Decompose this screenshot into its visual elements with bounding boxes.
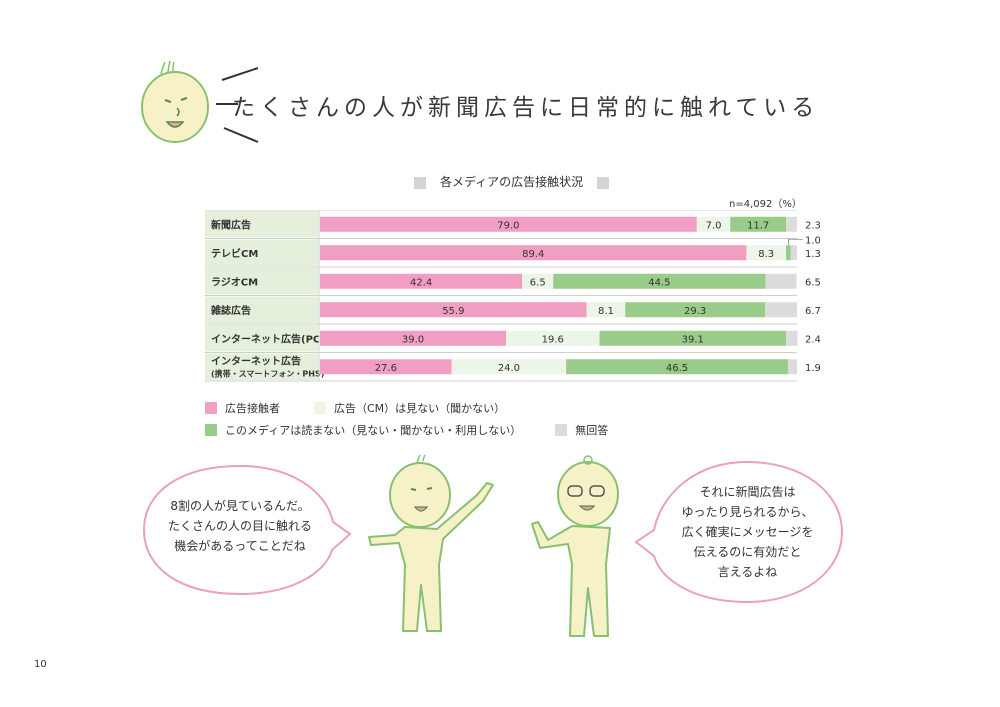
category-label-bg bbox=[205, 353, 318, 380]
right-bubble-line-2: ゆったり見られるから、 bbox=[681, 505, 814, 519]
category-label-bg bbox=[205, 296, 318, 323]
legend-label-no-ad: 広告（CM）は見ない（聞かない） bbox=[334, 402, 506, 415]
bar-segment bbox=[765, 273, 797, 289]
bar-segment bbox=[599, 330, 787, 346]
data-label: 6.5 bbox=[805, 277, 821, 288]
bar-segment bbox=[320, 359, 452, 375]
data-label: 46.5 bbox=[666, 363, 688, 374]
data-label: 79.0 bbox=[497, 220, 519, 231]
bar-segment bbox=[506, 330, 600, 346]
right-bubble-line-5: 言えるよね bbox=[717, 565, 778, 579]
data-label: 24.0 bbox=[498, 363, 520, 374]
data-label: 1.9 bbox=[805, 363, 821, 374]
bar-segment bbox=[790, 245, 797, 261]
character-left-illustration bbox=[368, 455, 494, 632]
mascot-head-illustration bbox=[141, 60, 209, 143]
category-label: 新聞広告 bbox=[211, 218, 251, 231]
bar-segment bbox=[566, 359, 788, 375]
data-label: 1.3 bbox=[805, 249, 821, 260]
bar-segment bbox=[696, 216, 731, 232]
legend-swatch-contact bbox=[205, 402, 217, 414]
data-label: 6.5 bbox=[530, 277, 546, 288]
right-bubble-text: それに新聞広告は ゆったり見られるから、 広く確実にメッセージを 伝えるのに有効… bbox=[655, 482, 840, 582]
legend-label-no-media: このメディアは読まない（見ない・聞かない・利用しない） bbox=[225, 424, 522, 437]
data-label: 42.4 bbox=[410, 277, 432, 288]
data-label: 8.3 bbox=[758, 249, 774, 260]
right-bubble-line-4: 伝えるのに有効だと bbox=[693, 545, 802, 559]
legend-label-contact: 広告接触者 bbox=[225, 402, 280, 415]
data-label: 1.0 bbox=[805, 235, 821, 246]
left-bubble-line-1: 8割の人が見ているんだ。 bbox=[170, 499, 310, 513]
data-label: 89.4 bbox=[522, 249, 544, 260]
data-label: 55.9 bbox=[442, 306, 464, 317]
legend-label-no-answer: 無回答 bbox=[575, 424, 609, 437]
sample-size-note: n=4,092（%） bbox=[729, 199, 802, 210]
category-label-bg bbox=[205, 268, 318, 295]
bar-segment bbox=[786, 330, 798, 346]
bar-segment bbox=[786, 245, 791, 261]
bar-segment bbox=[451, 359, 567, 375]
legend-item-no-media: このメディアは読まない（見ない・聞かない・利用しない） bbox=[205, 422, 521, 438]
category-label: テレビCM bbox=[211, 247, 258, 260]
left-speech-bubble bbox=[142, 464, 352, 596]
right-speech-bubble bbox=[634, 460, 844, 604]
bar-segment bbox=[746, 245, 787, 261]
bar-segment bbox=[730, 216, 787, 232]
category-label: インターネット広告(PC) bbox=[211, 332, 325, 345]
category-label-bg bbox=[205, 325, 318, 352]
emphasis-lines-decoration bbox=[216, 67, 259, 143]
data-label: 44.5 bbox=[648, 277, 670, 288]
title-deco-left bbox=[414, 176, 426, 189]
bar-segment bbox=[320, 302, 587, 318]
character-right-illustration bbox=[531, 455, 619, 637]
data-label: 8.1 bbox=[598, 306, 614, 317]
data-label: 19.6 bbox=[542, 334, 564, 345]
data-label: 27.6 bbox=[375, 363, 397, 374]
bar-segment bbox=[625, 302, 766, 318]
legend-item-contact: 広告接触者 bbox=[205, 400, 280, 416]
bar-segment bbox=[320, 273, 523, 289]
bar-segment bbox=[786, 216, 797, 232]
leader-line bbox=[788, 238, 803, 246]
category-label: ラジオCM bbox=[211, 276, 258, 288]
legend-swatch-no-answer bbox=[555, 424, 568, 436]
legend-swatch-no-ad bbox=[314, 402, 326, 414]
left-bubble-line-2: たくさんの人の目に触れる bbox=[167, 519, 312, 533]
data-label: 6.7 bbox=[805, 306, 821, 317]
data-label: 29.3 bbox=[684, 306, 706, 317]
legend-item-no-answer: 無回答 bbox=[555, 422, 608, 438]
bar-segment bbox=[522, 273, 554, 289]
category-label-bg bbox=[205, 211, 318, 238]
data-label: 7.0 bbox=[706, 220, 722, 231]
page-number: 10 bbox=[34, 659, 47, 670]
stacked-bar-chart: 新聞広告 79.0 7.0 11.7 2.3 テレビCM 89.4 8.3 1.0 1.3 ラジオC… bbox=[205, 209, 821, 382]
category-label-bg bbox=[205, 239, 318, 266]
left-bubble-text: 8割の人が見ているんだ。 たくさんの人の目に触れる 機会があるってことだね bbox=[150, 496, 330, 556]
legend-swatch-no-media bbox=[205, 424, 217, 436]
left-bubble-line-3: 機会があるってことだね bbox=[174, 539, 306, 553]
chart-title: 各メディアの広告接触状況 bbox=[400, 173, 623, 190]
data-label: 39.0 bbox=[402, 334, 424, 345]
bar-segment bbox=[787, 359, 797, 375]
category-sublabel: (携帯・スマートフォン・PHS) bbox=[211, 369, 324, 379]
bar-segment bbox=[320, 216, 697, 232]
bar-segment bbox=[553, 273, 766, 289]
chart-legend: 広告接触者 広告（CM）は見ない（聞かない） このメディアは読まない（見ない・聞… bbox=[205, 397, 642, 441]
page-title: たくさんの人が新聞広告に日常的に触れている bbox=[232, 95, 820, 121]
title-deco-right bbox=[597, 176, 610, 189]
bar-segment bbox=[586, 302, 626, 318]
right-bubble-line-3: 広く確実にメッセージを bbox=[681, 525, 814, 539]
data-label: 2.4 bbox=[805, 334, 821, 345]
data-label: 39.1 bbox=[682, 334, 704, 345]
data-label: 11.7 bbox=[747, 220, 769, 231]
bar-segment bbox=[320, 330, 507, 346]
data-label: 2.3 bbox=[805, 220, 821, 231]
legend-item-no-ad: 広告（CM）は見ない（聞かない） bbox=[314, 400, 505, 416]
category-label: インターネット広告 bbox=[211, 355, 301, 368]
bar-segment bbox=[320, 245, 747, 261]
bar-segment bbox=[765, 302, 797, 318]
category-label: 雑誌広告 bbox=[210, 304, 251, 317]
chart-title-text: 各メディアの広告接触状況 bbox=[440, 175, 584, 189]
right-bubble-line-1: それに新聞広告は bbox=[699, 485, 796, 499]
